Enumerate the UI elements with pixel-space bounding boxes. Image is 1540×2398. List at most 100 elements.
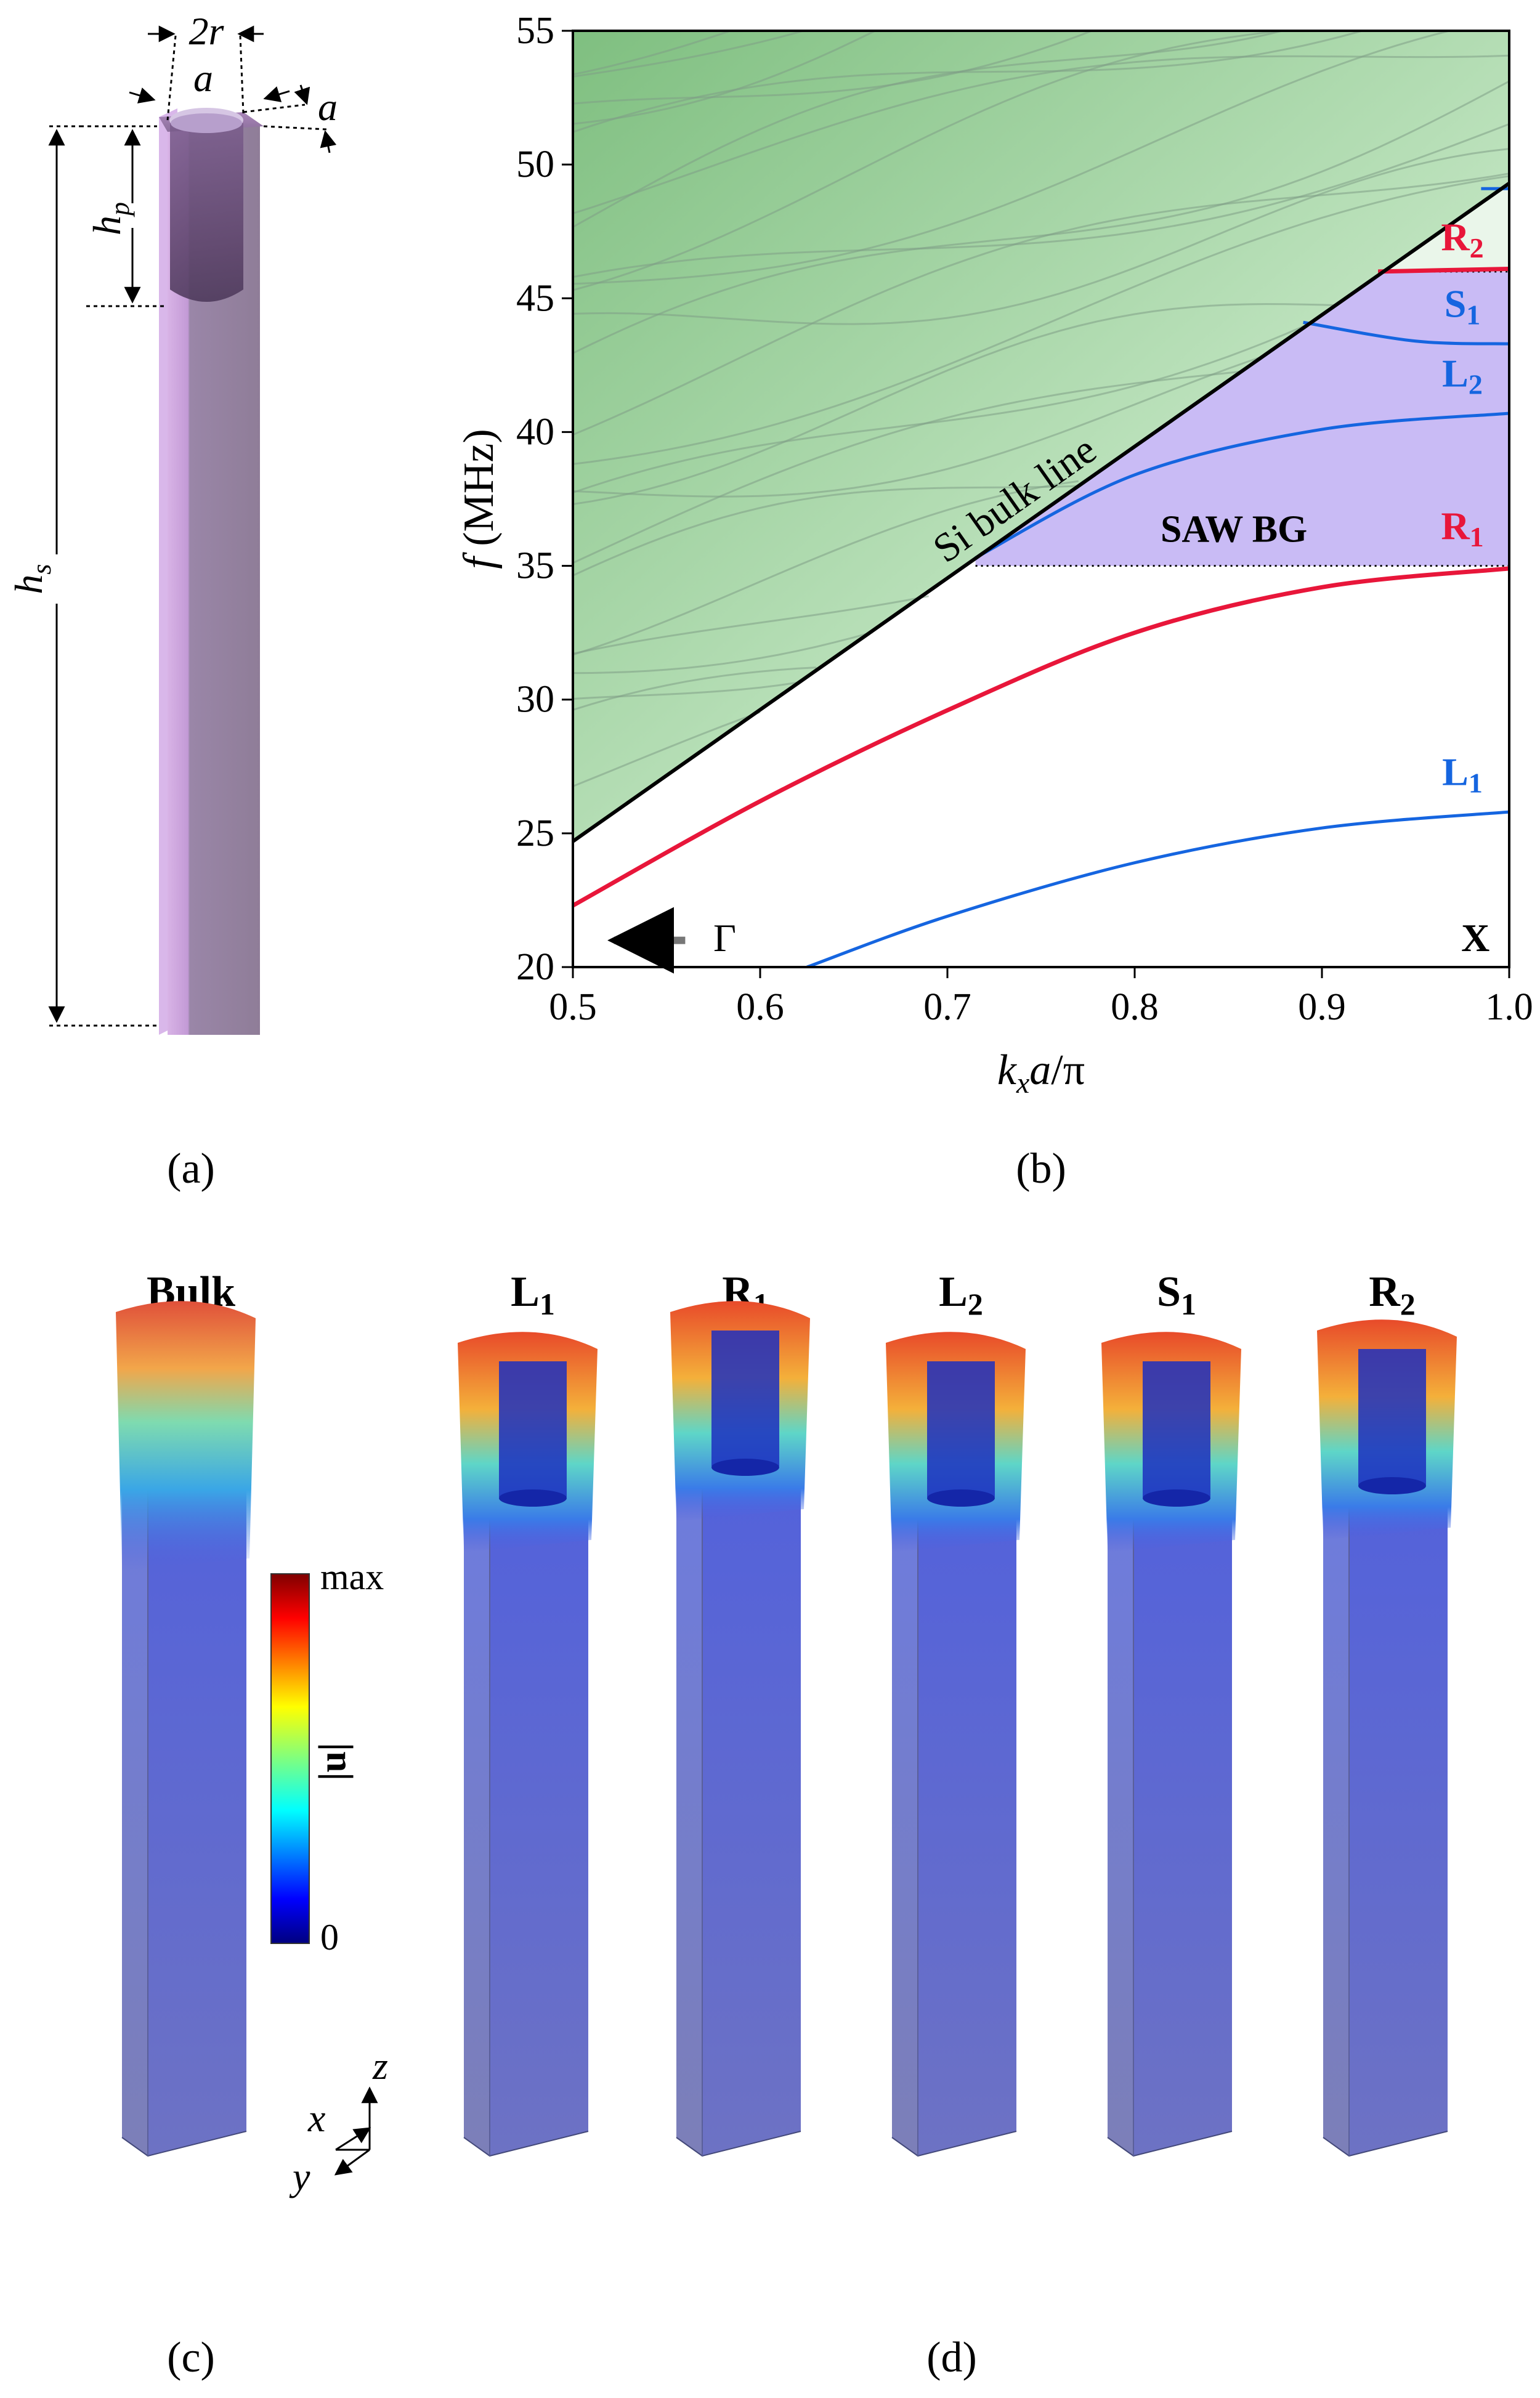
y-axis-label: f (MHz) xyxy=(455,429,503,569)
mode-label: L2 xyxy=(939,1268,983,1321)
panel-a-schematic: 2r a a hp hs (a) xyxy=(7,9,338,1193)
dim-hs xyxy=(48,125,159,1027)
y-tick-label: 40 xyxy=(516,411,554,453)
dim-2r xyxy=(148,25,264,121)
bulk-band-curve xyxy=(573,80,1509,354)
panel-label-a: (a) xyxy=(167,1145,215,1193)
x-tick-label: 1.0 xyxy=(1485,986,1533,1028)
pillar-hole-bottom xyxy=(499,1489,567,1507)
y-tick-label: 35 xyxy=(516,545,554,587)
dim-hs-label: hs xyxy=(7,564,57,594)
axis-label-z: z xyxy=(372,2044,388,2088)
plot-area xyxy=(573,31,1509,967)
pillar-front xyxy=(918,1355,1016,2156)
series-L2-label: L2 xyxy=(1442,352,1483,400)
x-tick-label: 0.8 xyxy=(1111,986,1159,1028)
pillar-hole xyxy=(499,1361,567,1505)
pillar-front xyxy=(490,1355,588,2156)
pillar-side xyxy=(464,1355,490,2156)
bulk-band-curve xyxy=(573,711,761,787)
series-L1-label: L1 xyxy=(1442,750,1483,799)
bulk-band-curve xyxy=(573,31,1095,105)
mode-s1: S1 xyxy=(1101,1268,1241,2157)
bulk-band-curve xyxy=(573,31,877,125)
bulk-band-curve xyxy=(573,317,1323,494)
x-tick-label: 0.7 xyxy=(923,986,971,1028)
mode-l2: L2 xyxy=(886,1268,1026,2157)
pillar-front xyxy=(1349,1343,1448,2156)
bulk-bands xyxy=(573,31,1509,787)
axis-triad xyxy=(334,2086,378,2176)
x-tick-label: 0.6 xyxy=(736,986,784,1028)
pillar-hole-cavity xyxy=(170,123,243,302)
panel-b-band-diagram: 0.5 0.6 0.7 0.8 0.9 1.0 20 25 30 35 40 45 50 55 kxa/π f… xyxy=(455,10,1533,1100)
pillar-hole xyxy=(1358,1349,1426,1493)
series-R1-line xyxy=(573,566,1509,908)
y-tick-label: 55 xyxy=(516,10,554,52)
dim-a-top xyxy=(129,86,290,103)
gamma-label: Γ xyxy=(713,916,736,960)
colorbar-min-label: 0 xyxy=(320,1917,339,1958)
pillar-hole-bottom xyxy=(927,1489,995,1507)
series-L2-line xyxy=(975,411,1509,559)
series-R2-line xyxy=(1378,267,1509,274)
x-axis-label: kxa/π xyxy=(997,1047,1085,1100)
y-tick-label: 50 xyxy=(516,144,554,185)
colorbar-gradient xyxy=(270,1573,310,1944)
mode-label: R2 xyxy=(1369,1268,1416,1321)
pillar-hole xyxy=(927,1361,995,1505)
bulk-band-curve xyxy=(573,175,1509,465)
bulk-band-curve xyxy=(573,354,1266,498)
pillar-front xyxy=(1133,1355,1232,2156)
series-R2-label: R2 xyxy=(1441,215,1483,264)
x-tick-label: 0.9 xyxy=(1298,986,1346,1028)
panel-label-b: (b) xyxy=(1016,1145,1066,1193)
panel-d-mode-shapes: Bulk L1 R1 L2 S1 R2 xyxy=(116,1268,1457,2157)
si-bulk-line xyxy=(573,182,1509,843)
y-tick-label: 30 xyxy=(516,679,554,721)
dim-hp xyxy=(80,125,168,307)
bulk-band-curve xyxy=(573,172,1509,436)
pillar-hole xyxy=(711,1331,779,1474)
bulk-band-curve xyxy=(573,54,1509,214)
series-S1-line xyxy=(1303,320,1509,346)
mode-label: S1 xyxy=(1157,1268,1196,1321)
colorbar: max 0 |u| xyxy=(270,1557,384,1958)
bulk-band-curve xyxy=(573,681,798,700)
bulk-band-curve xyxy=(573,123,1509,278)
series-S1-label: S1 xyxy=(1445,282,1481,331)
dim-hp-label: hp xyxy=(85,202,135,235)
pillar-side xyxy=(1108,1355,1133,2156)
mode-bulk: Bulk xyxy=(116,1268,256,2157)
plot-frame xyxy=(572,30,1510,968)
colorbar-quantity-label: |u| xyxy=(312,1743,354,1781)
bulk-band-curve xyxy=(573,631,873,674)
bandgap-label: SAW BG xyxy=(1161,508,1307,550)
panel-label-d: (d) xyxy=(926,2334,977,2381)
pillar-side xyxy=(676,1324,702,2156)
pillar-hole-bottom xyxy=(1358,1477,1426,1494)
panel-label-c: (c) xyxy=(167,2334,215,2381)
mode-r2: R2 xyxy=(1317,1268,1457,2157)
bulk-band-curve xyxy=(573,303,1341,505)
y-tick-label: 25 xyxy=(516,812,554,854)
x-tick-label: 0.5 xyxy=(549,986,597,1028)
colorbar-max-label: max xyxy=(320,1557,384,1597)
dim-2r-label: 2r xyxy=(189,9,225,53)
x-point-label: X xyxy=(1461,916,1489,960)
dim-a-side-label: a xyxy=(318,85,338,129)
axis-label-x: x xyxy=(307,2096,325,2140)
bulk-band-curve xyxy=(573,31,1292,291)
bulk-band-curve xyxy=(573,148,1509,325)
mode-r1: R1 xyxy=(670,1268,810,2157)
bulk-band-curve xyxy=(573,485,1079,577)
pillar-front xyxy=(702,1324,801,2156)
pillar-side xyxy=(892,1355,918,2156)
bulk-band-curve xyxy=(573,31,1287,228)
bulk-band-curve xyxy=(573,666,817,711)
displacement-field xyxy=(116,1301,256,1571)
axis-label-y: y xyxy=(289,2155,310,2198)
bulk-band-curve xyxy=(573,31,808,78)
series-L1-line xyxy=(806,810,1509,967)
